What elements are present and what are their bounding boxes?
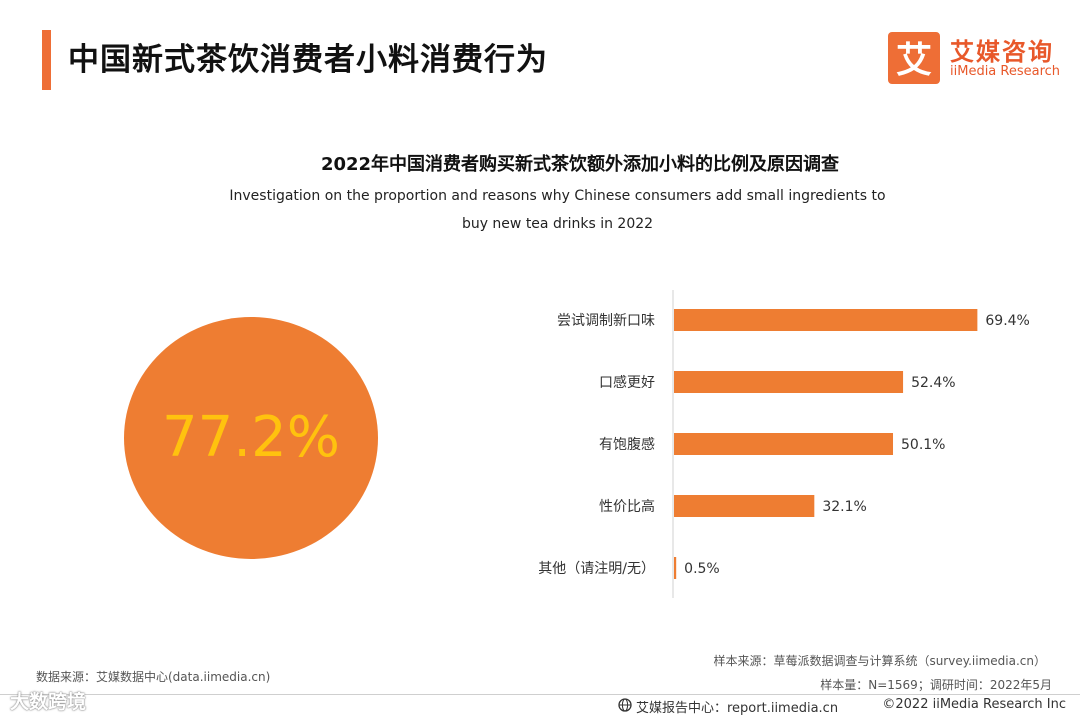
page-title: 中国新式茶饮消费者小料消费行为 — [68, 42, 548, 78]
value-label: 0.5% — [684, 561, 720, 577]
bar — [674, 495, 815, 517]
bar — [674, 557, 677, 579]
sample-source: 样本来源：草莓派数据调查与计算系统（survey.iimedia.cn） — [713, 654, 1046, 668]
report-center-link[interactable]: 艾媒报告中心：report.iimedia.cn — [636, 701, 839, 716]
bar — [674, 309, 978, 331]
title-accent-bar — [42, 30, 51, 90]
bar — [674, 371, 904, 393]
chart-subtitle-line-2: buy new tea drinks in 2022 — [461, 216, 654, 232]
chart-subtitle-line-1: Investigation on the proportion and reas… — [229, 188, 886, 204]
category-label: 性价比高 — [599, 498, 655, 515]
bar — [674, 433, 894, 455]
value-label: 50.1% — [901, 437, 945, 453]
value-label: 32.1% — [822, 499, 866, 515]
copyright: ©2022 iiMedia Research Inc — [882, 697, 1066, 712]
sample-info: 样本量：N=1569；调研时间：2022年5月 — [820, 678, 1052, 692]
iimedia-logo: 艾 艾媒咨询 iiMedia Research — [888, 30, 1068, 86]
chart-title: 2022年中国消费者购买新式茶饮额外添加小料的比例及原因调查 — [320, 154, 840, 175]
watermark: 大数跨境 — [10, 691, 87, 713]
highlight-circle — [124, 317, 378, 559]
globe-icon — [618, 698, 632, 712]
category-label: 有饱腹感 — [599, 436, 655, 453]
data-source: 数据来源：艾媒数据中心(data.iimedia.cn) — [36, 670, 271, 684]
logo-en-text: iiMedia Research — [950, 64, 1061, 79]
logo-cn-text: 艾媒咨询 — [950, 38, 1054, 66]
category-label: 尝试调制新口味 — [557, 313, 655, 329]
chart-subtitle: Investigation on the proportion and reas… — [0, 182, 1080, 238]
highlight-value: 77.2% — [162, 405, 340, 470]
category-label: 口感更好 — [599, 374, 655, 391]
footer-divider — [0, 694, 1080, 695]
value-label: 52.4% — [911, 375, 955, 391]
value-label: 69.4% — [985, 313, 1029, 329]
logo-mark-glyph: 艾 — [896, 40, 932, 81]
category-label: 其他（请注明/无） — [538, 561, 655, 577]
logo-mark-icon: 艾 — [888, 32, 940, 84]
bar-chart: 尝试调制新口味 69.4% 口感更好 52.4% 有饱腹感 50.1% 性价比高 32.1% 其… — [538, 290, 1030, 598]
